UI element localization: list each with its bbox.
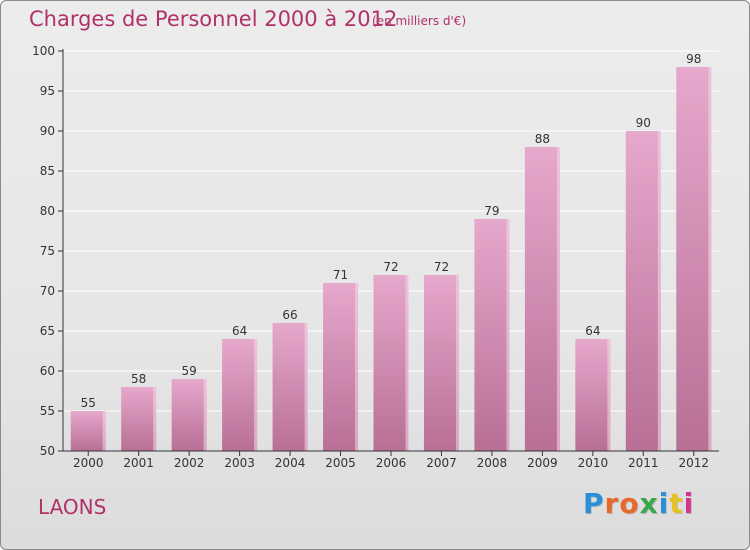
x-tick-label: 2007 [426, 456, 457, 470]
logo-letter: t [669, 487, 684, 520]
y-tick-label: 80 [40, 204, 55, 218]
bar [474, 219, 510, 451]
logo-letter: x [639, 487, 659, 520]
y-tick-label: 70 [40, 284, 55, 298]
data-label: 90 [636, 116, 651, 130]
data-label: 66 [282, 308, 297, 322]
x-tick-label: 2000 [73, 456, 104, 470]
bar [323, 283, 359, 451]
y-tick-label: 95 [40, 84, 55, 98]
y-tick-label: 75 [40, 244, 55, 258]
bar-edge [607, 339, 611, 451]
bar [222, 339, 258, 451]
bar-edge [506, 219, 510, 451]
bar-edge [153, 387, 157, 451]
x-tick-label: 2004 [275, 456, 306, 470]
bar [70, 411, 106, 451]
bar-edge [455, 275, 459, 451]
axes [58, 49, 719, 456]
x-tick-label: 2012 [678, 456, 709, 470]
bar-edge [355, 283, 359, 451]
bar [423, 275, 459, 451]
bar-edge [556, 147, 560, 451]
logo-letter: i [658, 487, 670, 520]
bar-edge [304, 323, 308, 451]
data-label: 79 [484, 204, 499, 218]
bar-edge [708, 67, 712, 451]
bar [373, 275, 409, 451]
x-tick-label: 2006 [376, 456, 407, 470]
y-tick-label: 85 [40, 164, 55, 178]
logo-letter: P [583, 487, 605, 520]
bar-edge [405, 275, 409, 451]
bar [121, 387, 157, 451]
data-label: 72 [434, 260, 449, 274]
data-label: 58 [131, 372, 146, 386]
bar-edge [203, 379, 207, 451]
logo-letter: r [604, 487, 620, 520]
data-label: 59 [182, 364, 197, 378]
y-tick-label: 60 [40, 364, 55, 378]
proxiti-logo[interactable]: Proxiti [583, 487, 694, 520]
x-tick-label: 2001 [123, 456, 154, 470]
chart-title: Charges de Personnel 2000 à 2012 [29, 7, 398, 31]
place-name: LAONS [38, 495, 107, 519]
x-tick-label: 2005 [325, 456, 356, 470]
bar [171, 379, 207, 451]
bars [70, 67, 712, 451]
data-label: 64 [585, 324, 600, 338]
bar [625, 131, 661, 451]
y-tick-label: 65 [40, 324, 55, 338]
chart-subtitle: (en milliers d'€) [372, 14, 467, 28]
data-label: 88 [535, 132, 550, 146]
bar [524, 147, 560, 451]
x-tick-label: 2008 [477, 456, 508, 470]
data-label: 72 [383, 260, 398, 274]
x-tick-label: 2003 [224, 456, 255, 470]
y-tick-label: 90 [40, 124, 55, 138]
data-label: 55 [81, 396, 96, 410]
data-label: 98 [686, 52, 701, 66]
data-label: 71 [333, 268, 348, 282]
x-tick-label: 2009 [527, 456, 558, 470]
x-tick-label: 2010 [578, 456, 609, 470]
x-tick-label: 2002 [174, 456, 205, 470]
bar-edge [102, 411, 106, 451]
y-tick-label: 50 [40, 444, 55, 458]
bar-edge [657, 131, 661, 451]
bar-edge [254, 339, 258, 451]
logo-letter: o [619, 487, 640, 520]
data-label: 64 [232, 324, 247, 338]
bar [676, 67, 712, 451]
y-tick-label: 100 [32, 44, 55, 58]
bar [575, 339, 611, 451]
y-tick-label: 55 [40, 404, 55, 418]
labels: 50 55 60 65 70 75 80 85 90 95 100 55 2000 58 2001 59 200… [32, 44, 709, 470]
logo-letter: i [683, 487, 695, 520]
x-tick-label: 2011 [628, 456, 659, 470]
bar [272, 323, 308, 451]
